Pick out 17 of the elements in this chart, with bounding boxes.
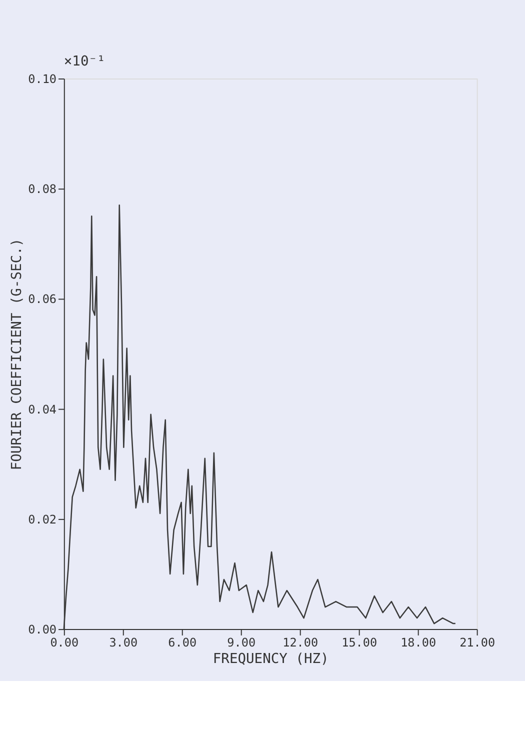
text: ×10⁻¹: [64, 54, 106, 70]
y-tick-label: 0.02: [28, 512, 57, 526]
y-axis-title: FOURIER COEFFICIENT (G-SEC.): [9, 238, 26, 470]
y-tick-label: 0.08: [28, 182, 57, 196]
y-tick-label: 0.04: [28, 402, 57, 416]
x-tick-label: 6.00: [168, 635, 197, 650]
x-tick-label: 21.00: [460, 635, 496, 650]
y-tick-label: 0.00: [28, 622, 57, 636]
x-axis-title: FREQUENCY (HZ): [212, 650, 329, 667]
x-tick-label: 12.00: [282, 635, 318, 650]
x-tick-label: 9.00: [227, 635, 256, 650]
y-tick-label: 0.10: [28, 72, 57, 86]
y-tick-label: 0.06: [28, 292, 57, 306]
x-tick-label: 18.00: [400, 635, 436, 650]
x-tick-label: 3.00: [109, 635, 138, 650]
x-tick-label: 15.00: [342, 635, 378, 650]
x-tick-label: 0.00: [50, 635, 79, 650]
